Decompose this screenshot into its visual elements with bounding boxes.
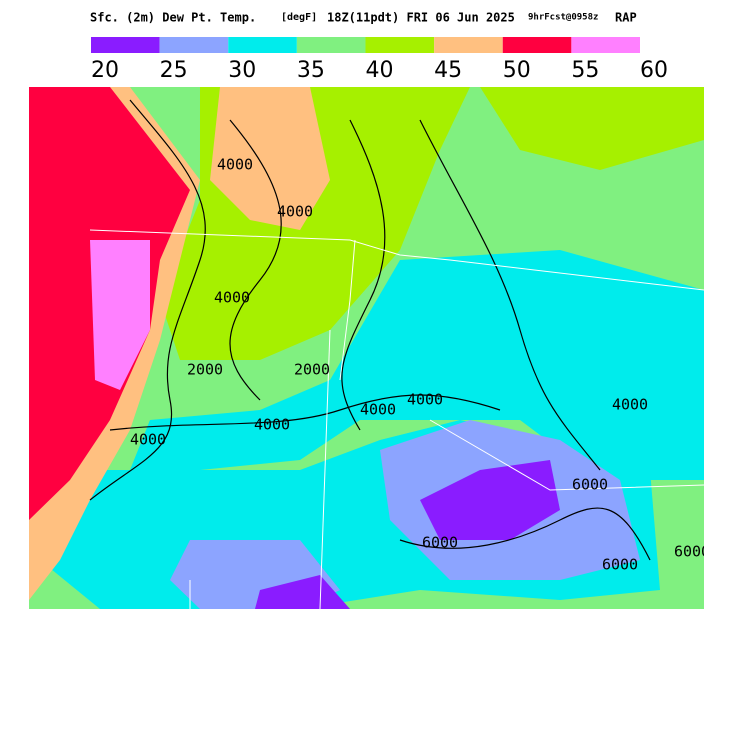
contour: [229, 119, 282, 401]
contour: [399, 507, 651, 561]
forecast: 9hrFcst@0958z: [528, 13, 598, 23]
contour: [341, 119, 386, 431]
color-swatch: [365, 37, 435, 53]
color-swatch: [159, 37, 229, 53]
legend-label: 35: [297, 58, 325, 83]
field: [90, 240, 150, 390]
legend-label: 55: [571, 58, 599, 83]
legend: 20 25 30 35 40 45 50 55 60: [91, 37, 668, 83]
contour: [419, 119, 601, 471]
color-swatch: [91, 37, 160, 53]
field: [420, 460, 560, 540]
contour-label: 2000: [187, 361, 223, 379]
contour-label: 4000: [214, 289, 250, 307]
contour-label: 6000: [602, 556, 638, 574]
legend-label: 25: [160, 58, 188, 83]
border: [89, 229, 704, 609]
contour-label: 4000: [612, 396, 648, 414]
legend-label: 45: [434, 58, 462, 83]
contour: [89, 99, 206, 501]
contour-label: 6000: [674, 543, 710, 561]
contour-label: 4000: [130, 431, 166, 449]
contour-label: 2000: [294, 361, 330, 379]
contour-label: 4000: [217, 156, 253, 174]
legend-label: 50: [503, 58, 531, 83]
legend-label: 30: [228, 58, 256, 83]
contour-label: 6000: [572, 476, 608, 494]
legend-label: 40: [366, 58, 394, 83]
contour: [109, 394, 501, 431]
color-swatch: [228, 37, 297, 53]
contour-label: 6000: [422, 534, 458, 552]
field: [480, 87, 704, 170]
field: [255, 575, 350, 609]
legend-label: 60: [640, 58, 668, 83]
valid-time: 18Z(11pdt) FRI 06 Jun 2025: [327, 11, 515, 25]
contour-label: 4000: [277, 203, 313, 221]
field: [130, 250, 704, 480]
color-swatch: [571, 37, 640, 53]
contour-label: 4000: [254, 416, 290, 434]
units: [degF]: [281, 12, 317, 23]
contour-label: 4000: [360, 401, 396, 419]
color-swatch: [434, 37, 503, 53]
contour-label: 4000: [407, 391, 443, 409]
title: Sfc. (2m) Dew Pt. Temp.: [90, 11, 256, 25]
field: [210, 87, 330, 230]
color-swatch: [296, 37, 366, 53]
color-swatch: [502, 37, 572, 53]
model: RAP: [615, 11, 637, 25]
map: 4000 4000 4000 2000 2000 4000 4000 4000 4000 6000…: [29, 87, 710, 609]
legend-label: 20: [91, 58, 119, 83]
